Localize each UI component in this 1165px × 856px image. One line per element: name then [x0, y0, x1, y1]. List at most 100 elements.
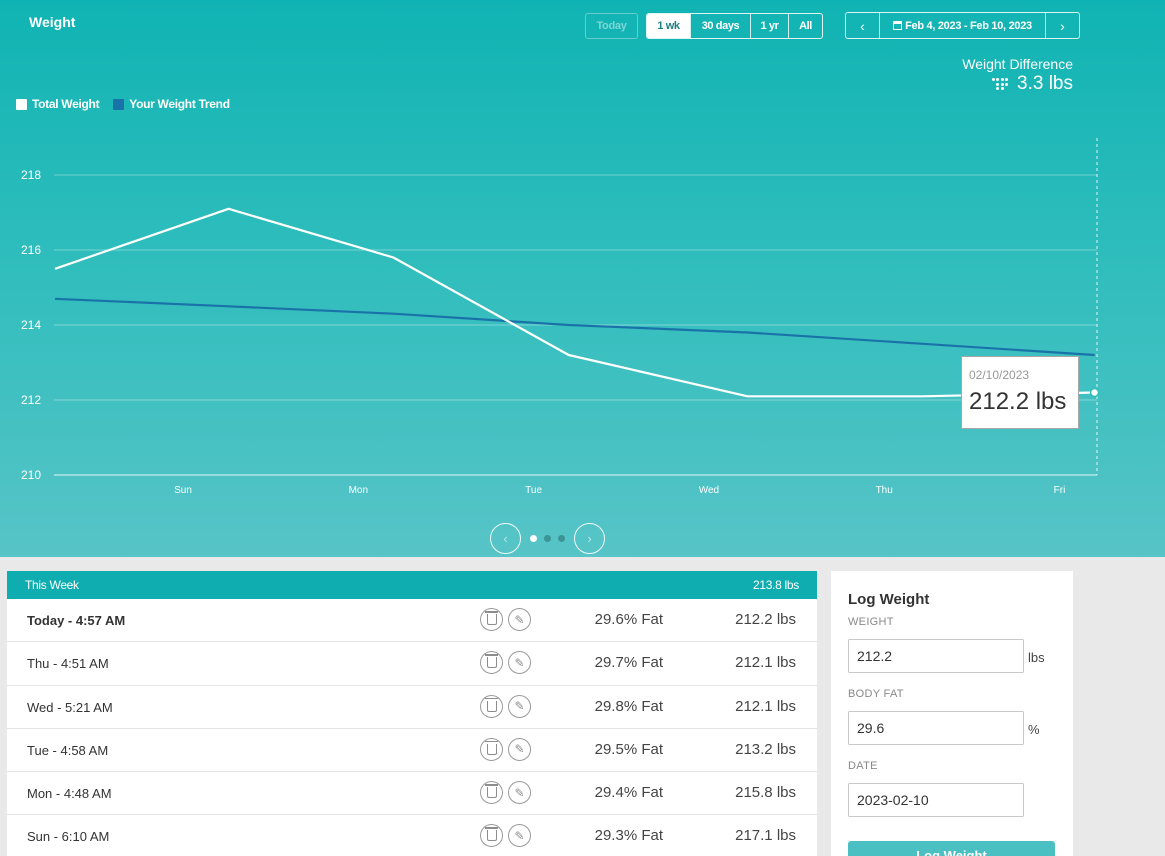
x-tick-label: Thu [876, 485, 893, 496]
entry-body-fat: 29.4% Fat [594, 784, 663, 802]
delete-entry-button[interactable] [480, 781, 503, 805]
pager-dot[interactable] [558, 535, 565, 542]
legend-label-total: Total Weight [32, 97, 100, 111]
table-row: Wed - 5:21 AM ✎ 29.8% Fat 212.1 lbs [7, 686, 817, 729]
y-tick-label: 216 [21, 243, 41, 257]
range-1wk-button[interactable]: 1 wk [647, 14, 690, 38]
edit-entry-button[interactable]: ✎ [508, 608, 531, 631]
y-tick-label: 210 [21, 468, 41, 482]
delete-entry-button[interactable] [480, 824, 503, 848]
delete-entry-button[interactable] [480, 694, 503, 718]
weight-difference-value: 3.3 lbs [1017, 73, 1073, 94]
range-all-button[interactable]: All [788, 14, 822, 38]
table-row: Mon - 4:48 AM ✎ 29.4% Fat 215.8 lbs [7, 772, 817, 816]
pencil-icon: ✎ [514, 785, 525, 800]
entry-weight: 212.1 lbs [735, 697, 796, 715]
page-title: Weight [29, 14, 76, 30]
legend-swatch-trend [113, 98, 125, 110]
edit-entry-button[interactable]: ✎ [508, 781, 531, 805]
table-row: Sun - 6:10 AM ✎ 29.3% Fat 217.1 lbs [7, 815, 817, 856]
table-row: Thu - 4:51 AM ✎ 29.7% Fat 212.1 lbs [7, 642, 817, 686]
entry-body-fat: 29.7% Fat [594, 654, 663, 672]
pencil-icon: ✎ [514, 828, 525, 843]
weight-field-label: WEIGHT [848, 616, 894, 628]
entry-weight: 212.2 lbs [735, 611, 796, 628]
date-range-button[interactable]: Feb 4, 2023 - Feb 10, 2023 [879, 13, 1046, 38]
today-button[interactable]: Today [585, 13, 638, 39]
legend-weight-trend: Your Weight Trend [113, 97, 230, 111]
weight-trend-line [54, 297, 1095, 357]
trash-icon [484, 654, 498, 669]
weight-line-chart: 210 212 214 216 218 Sun Mon Tue Wed Thu Fri [21, 138, 1100, 496]
entry-body-fat: 29.6% Fat [594, 611, 663, 628]
calendar-icon [893, 21, 903, 30]
down-trend-dots-icon [991, 78, 1009, 90]
entry-body-fat: 29.3% Fat [594, 827, 663, 845]
entry-weight: 215.8 lbs [735, 784, 796, 802]
date-navigator: ‹ Feb 4, 2023 - Feb 10, 2023 › [845, 12, 1080, 39]
weight-input[interactable] [848, 639, 1024, 673]
x-tick-label: Wed [699, 485, 719, 496]
range-1yr-button[interactable]: 1 yr [750, 14, 788, 38]
chart-legend: Total Weight Your Weight Trend [16, 97, 230, 111]
body-fat-input[interactable] [848, 711, 1024, 745]
entry-time: Today - 4:57 AM [27, 613, 126, 628]
x-tick-label: Fri [1054, 485, 1066, 496]
trash-icon [484, 611, 498, 625]
pager-prev-icon[interactable]: ‹ [490, 523, 521, 554]
weight-unit: lbs [1028, 650, 1045, 665]
table-row: Tue - 4:58 AM ✎ 29.5% Fat 213.2 lbs [7, 729, 817, 773]
entry-body-fat: 29.8% Fat [594, 697, 663, 715]
chevron-left-icon[interactable]: ‹ [860, 17, 865, 34]
delete-entry-button[interactable] [480, 608, 503, 631]
pager-dot[interactable] [530, 535, 537, 542]
log-weight-title: Log Weight [848, 591, 930, 608]
log-weight-button[interactable]: Log Weight [848, 841, 1055, 856]
chevron-right-icon[interactable]: › [1060, 17, 1065, 34]
entry-time: Thu - 4:51 AM [27, 656, 109, 672]
tooltip-value: 212.2 lbs [969, 388, 1067, 415]
weight-chart-panel: Weight Today 1 wk 30 days 1 yr All ‹ Feb… [0, 0, 1165, 557]
edit-entry-button[interactable]: ✎ [508, 824, 531, 848]
entry-weight: 213.2 lbs [735, 740, 796, 758]
edit-entry-button[interactable]: ✎ [508, 694, 531, 718]
pager-dots [530, 535, 565, 542]
entry-body-fat: 29.5% Fat [594, 740, 663, 758]
log-weight-card: Log Weight WEIGHT lbs BODY FAT % DATE Lo… [831, 571, 1073, 856]
pencil-icon: ✎ [514, 699, 525, 714]
selected-point [1089, 387, 1100, 398]
range-selector: 1 wk 30 days 1 yr All [646, 13, 823, 39]
delete-entry-button[interactable] [480, 737, 503, 761]
weight-difference-label: Weight Difference [962, 56, 1073, 72]
delete-entry-button[interactable] [480, 651, 503, 675]
body-fat-field-label: BODY FAT [848, 688, 904, 700]
trash-icon [484, 697, 498, 712]
weekly-log-table: This Week 213.8 lbs Today - 4:57 AM ✎ 29.6… [7, 571, 817, 856]
tooltip-date: 02/10/2023 [969, 368, 1030, 382]
table-row: Today - 4:57 AM ✎ 29.6% Fat 212.2 lbs [7, 599, 817, 643]
y-tick-label: 218 [21, 168, 41, 182]
edit-entry-button[interactable]: ✎ [508, 737, 531, 761]
range-30days-button[interactable]: 30 days [690, 14, 750, 38]
date-input[interactable] [848, 783, 1024, 817]
x-tick-label: Tue [525, 485, 542, 496]
entry-weight: 217.1 lbs [735, 827, 796, 845]
pencil-icon: ✎ [514, 612, 525, 627]
date-range-label: Feb 4, 2023 - Feb 10, 2023 [905, 19, 1032, 32]
entry-time: Tue - 4:58 AM [27, 742, 109, 758]
week-header: This Week 213.8 lbs [7, 571, 817, 599]
chart-pager: ‹ › [490, 523, 605, 554]
y-tick-label: 212 [21, 393, 41, 407]
pager-dot[interactable] [544, 535, 551, 542]
week-average: 213.8 lbs [752, 578, 799, 592]
entry-time: Wed - 5:21 AM [27, 699, 113, 715]
legend-label-trend: Your Weight Trend [129, 97, 230, 111]
entry-time: Sun - 6:10 AM [27, 829, 110, 845]
trash-icon [484, 827, 498, 842]
edit-entry-button[interactable]: ✎ [508, 651, 531, 675]
trash-icon [484, 740, 498, 755]
legend-total-weight: Total Weight [16, 97, 100, 111]
pager-next-icon[interactable]: › [574, 523, 605, 554]
body-fat-unit: % [1028, 722, 1040, 737]
pencil-icon: ✎ [514, 655, 525, 670]
